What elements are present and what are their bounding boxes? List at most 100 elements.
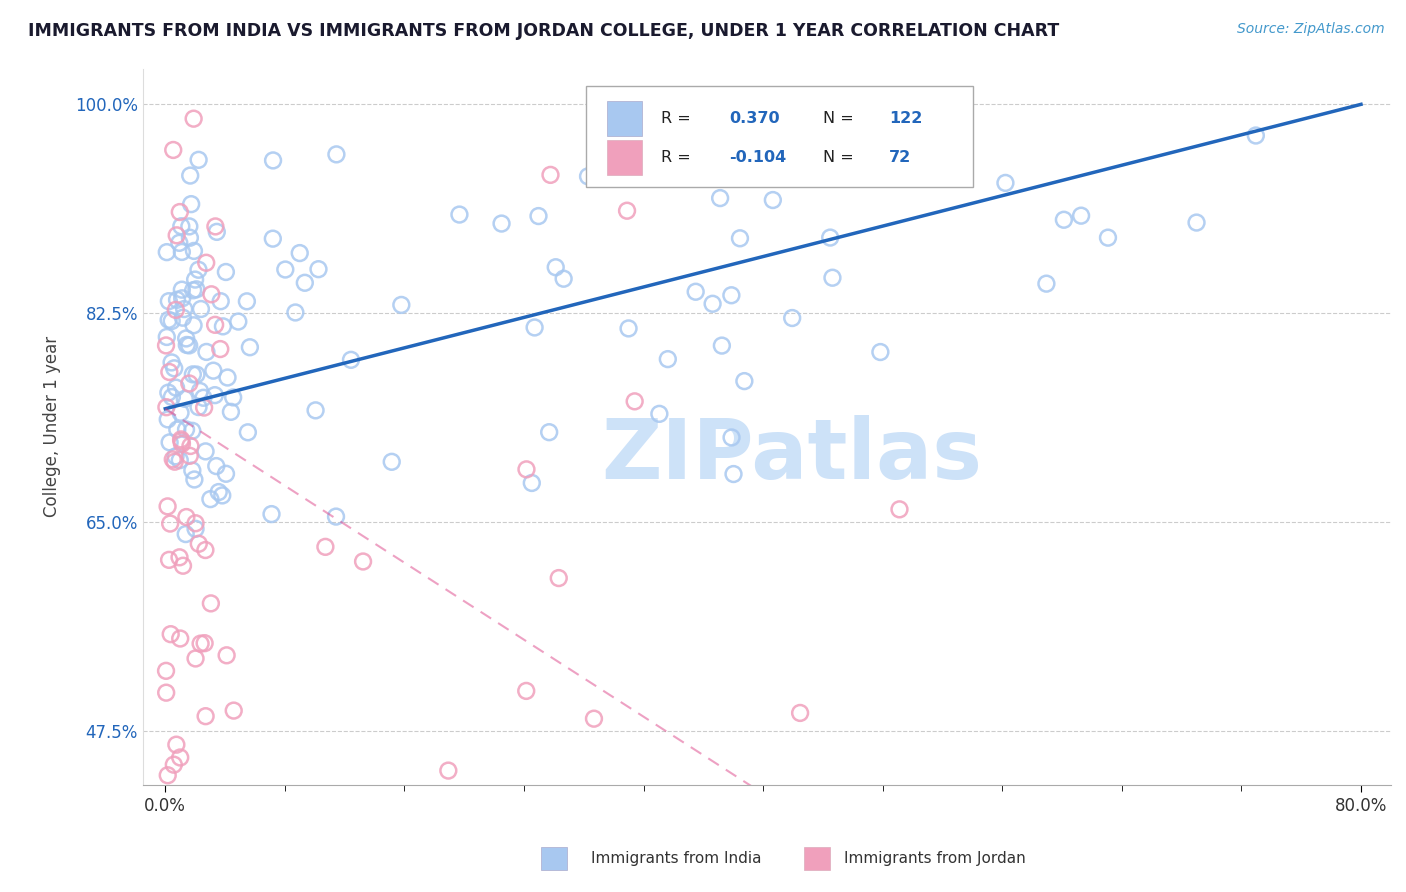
Point [794, 97, 817, 112]
Point [515, 684, 537, 698]
Point [308, 262, 330, 277]
Point [172, 310, 194, 325]
Point [205, 459, 228, 474]
Point [187, 153, 209, 167]
Point [710, 338, 733, 352]
Point [195, 345, 218, 359]
Point [183, 318, 205, 333]
Point [186, 282, 208, 296]
Point [325, 147, 347, 161]
Text: 0.370: 0.370 [730, 112, 780, 126]
Point [159, 627, 181, 641]
Point [170, 283, 193, 297]
Point [157, 553, 180, 567]
Point [169, 406, 191, 420]
Point [156, 245, 179, 260]
Point [181, 463, 204, 477]
Point [179, 376, 201, 391]
Point [994, 176, 1017, 190]
Point [723, 467, 745, 481]
Point [217, 887, 239, 892]
Point [204, 318, 226, 332]
Point [309, 828, 332, 842]
FancyBboxPatch shape [586, 87, 973, 186]
Point [449, 208, 471, 222]
Point [720, 430, 742, 444]
Point [219, 405, 242, 419]
Point [159, 822, 181, 836]
Point [172, 558, 194, 573]
Point [179, 219, 201, 234]
Point [217, 370, 239, 384]
Point [181, 424, 204, 438]
Point [160, 390, 183, 404]
Point [176, 338, 198, 352]
Point [540, 789, 562, 803]
Point [1070, 209, 1092, 223]
Point [159, 516, 181, 531]
Point [165, 302, 187, 317]
Point [685, 285, 707, 299]
Point [730, 37, 752, 52]
Point [262, 153, 284, 168]
Point [194, 444, 217, 458]
Point [184, 516, 207, 531]
Point [294, 276, 316, 290]
Text: 72: 72 [889, 150, 911, 165]
Text: -0.104: -0.104 [730, 150, 787, 165]
Point [183, 112, 205, 126]
Point [163, 455, 186, 469]
Point [181, 283, 204, 297]
Point [304, 403, 326, 417]
Point [163, 757, 186, 772]
Point [166, 293, 188, 307]
Point [160, 355, 183, 369]
Point [172, 291, 194, 305]
Point [1244, 128, 1267, 143]
Point [215, 467, 238, 481]
Point [181, 368, 204, 382]
Point [156, 500, 179, 514]
Point [236, 425, 259, 440]
Point [186, 368, 208, 382]
Point [160, 841, 183, 855]
Point [200, 492, 222, 507]
Point [1097, 230, 1119, 244]
Point [200, 596, 222, 610]
Point [1185, 216, 1208, 230]
Text: N =: N = [823, 112, 859, 126]
Point [174, 422, 197, 436]
Point [179, 169, 201, 183]
Point [818, 230, 841, 244]
Point [762, 193, 785, 207]
Point [155, 338, 177, 352]
Point [515, 462, 537, 476]
Point [193, 401, 215, 415]
Point [538, 425, 561, 440]
Point [534, 855, 557, 870]
Point [179, 439, 201, 453]
Point [195, 256, 218, 270]
Point [381, 455, 404, 469]
Text: Immigrants from Jordan: Immigrants from Jordan [844, 851, 1025, 865]
Point [679, 167, 702, 181]
Point [720, 288, 742, 302]
Point [176, 510, 198, 524]
Point [156, 852, 179, 866]
Point [226, 314, 249, 328]
Point [209, 342, 232, 356]
Point [582, 712, 605, 726]
Point [166, 423, 188, 437]
Point [768, 147, 790, 161]
Point [211, 488, 233, 502]
Point [617, 321, 640, 335]
Point [821, 270, 844, 285]
Point [527, 209, 550, 223]
Point [183, 473, 205, 487]
Point [208, 485, 231, 500]
Point [540, 168, 562, 182]
Point [156, 412, 179, 426]
Point [184, 522, 207, 536]
Point [200, 287, 222, 301]
Point [260, 507, 283, 521]
